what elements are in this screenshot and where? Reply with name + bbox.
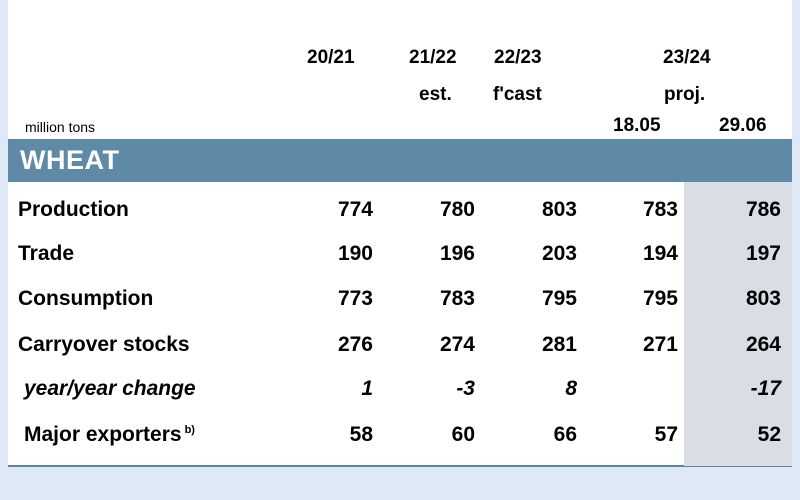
cell-value: 271: [642, 333, 678, 356]
cell-value: -3: [456, 377, 475, 400]
row-label: year/year change: [24, 377, 196, 400]
col-date-2906: 29.06: [719, 115, 767, 136]
cell-value: 57: [654, 423, 678, 446]
table-row: Trade 190 196 203 194 197: [8, 242, 792, 286]
table-row: Production 774 780 803 783 786: [8, 198, 792, 242]
cell-value: 52: [757, 423, 781, 446]
cell-value: 795: [642, 287, 678, 310]
row-label-text: Major exporters: [24, 423, 182, 446]
cell-value: 774: [337, 198, 373, 221]
cell-value: 795: [541, 287, 577, 310]
row-label: Trade: [18, 242, 75, 265]
table-row: Carryover stocks 276 274 281 271 264: [8, 333, 792, 377]
wheat-table-panel: 20/21 21/22 est. 22/23 f'cast 23/24 proj…: [8, 0, 792, 467]
table-row: Major exporters b) 58 60 66 57 52: [8, 423, 792, 467]
cell-value: 803: [745, 287, 781, 310]
cell-value: 264: [745, 333, 781, 356]
section-band: WHEAT: [8, 139, 792, 182]
cell-value: 60: [451, 423, 475, 446]
cell-value: 197: [745, 242, 781, 265]
cell-value: 203: [541, 242, 577, 265]
col-header-2122: 21/22: [409, 47, 457, 68]
cell-value: 190: [337, 242, 373, 265]
row-label: Production: [18, 198, 129, 221]
cell-value: 780: [439, 198, 475, 221]
cell-value: 58: [349, 423, 373, 446]
section-title: WHEAT: [20, 145, 120, 175]
cell-value: 196: [439, 242, 475, 265]
cell-value: 276: [337, 333, 373, 356]
cell-value: 783: [439, 287, 475, 310]
cell-value: 194: [642, 242, 678, 265]
cell-value: 773: [337, 287, 373, 310]
cell-value: 1: [361, 377, 373, 400]
table-row: Consumption 773 783 795 795 803: [8, 287, 792, 331]
col-header-2223: 22/23: [494, 47, 542, 68]
cell-value: 786: [745, 198, 781, 221]
row-label: Carryover stocks: [18, 333, 190, 356]
cell-value: 274: [439, 333, 475, 356]
col-sub-proj: proj.: [664, 84, 706, 105]
highlight-column-shade: [684, 182, 792, 466]
cell-value: 783: [642, 198, 678, 221]
row-label: Major exporters b): [24, 423, 195, 447]
cell-value: 66: [553, 423, 577, 446]
col-header-2021: 20/21: [307, 47, 355, 68]
table-row: year/year change 1 -3 8 -17: [8, 377, 792, 421]
col-header-2324: 23/24: [663, 47, 711, 68]
col-sub-fcast: f'cast: [493, 84, 542, 105]
cell-value: -17: [750, 377, 781, 400]
footnote-marker: b): [184, 424, 195, 436]
col-date-1805: 18.05: [613, 115, 661, 136]
cell-value: 8: [565, 377, 577, 400]
col-sub-est: est.: [419, 84, 452, 105]
unit-label: million tons: [25, 119, 96, 135]
cell-value: 281: [541, 333, 577, 356]
row-label: Consumption: [18, 287, 154, 310]
cell-value: 803: [541, 198, 577, 221]
